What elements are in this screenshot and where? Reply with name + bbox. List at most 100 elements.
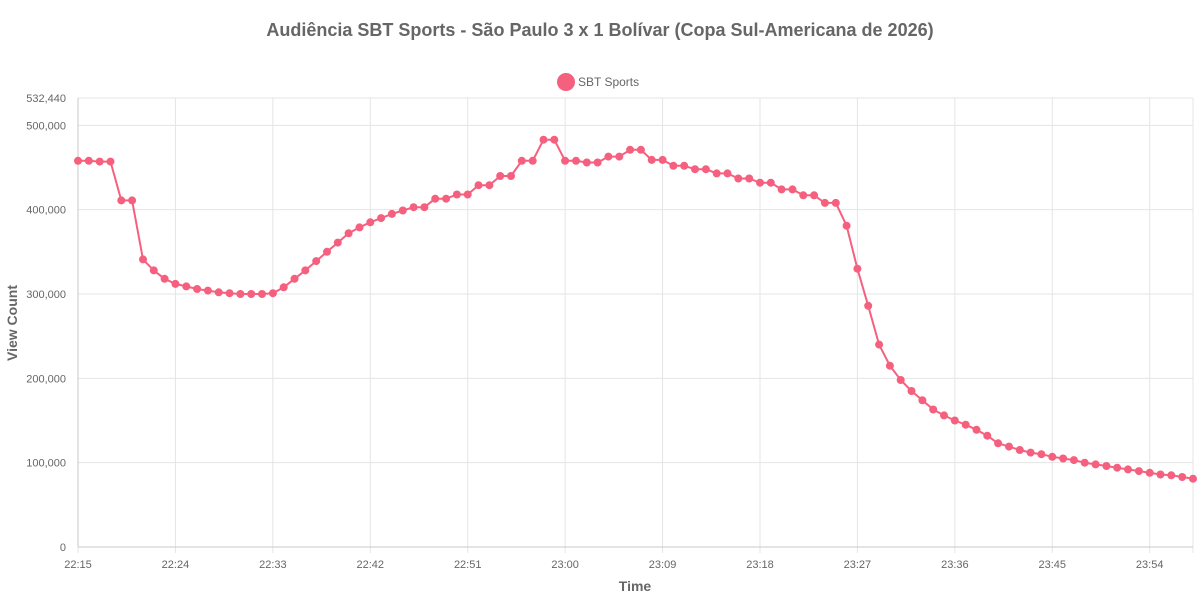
data-point[interactable] [74,156,82,165]
data-point[interactable] [377,214,386,223]
data-point[interactable] [842,221,851,230]
data-point[interactable] [820,198,829,207]
data-point[interactable] [463,190,472,199]
data-point[interactable] [810,191,819,200]
data-point[interactable] [268,289,277,298]
data-point[interactable] [593,158,602,167]
data-point[interactable] [387,209,396,218]
legend[interactable]: SBT Sports [557,73,639,91]
data-point[interactable] [1080,458,1089,467]
data-point[interactable] [355,223,364,232]
data-point[interactable] [712,169,721,178]
data-point[interactable] [582,158,591,167]
data-point[interactable] [691,165,699,174]
data-point[interactable] [929,405,938,414]
data-point[interactable] [496,172,505,180]
data-point[interactable] [106,157,115,166]
data-point[interactable] [442,194,451,203]
data-point[interactable] [247,290,256,298]
data-point[interactable] [1091,460,1100,469]
data-point[interactable] [474,181,483,190]
data-point[interactable] [128,196,137,205]
data-point[interactable] [950,416,959,425]
data-point[interactable] [658,155,667,164]
data-point[interactable] [604,152,613,161]
data-point[interactable] [994,439,1003,448]
data-point[interactable] [214,288,223,297]
data-point[interactable] [182,282,191,291]
data-point[interactable] [171,279,180,288]
data-point[interactable] [1037,450,1046,459]
data-point[interactable] [290,274,299,283]
data-point[interactable] [420,203,429,212]
data-point[interactable] [896,376,905,384]
data-point[interactable] [885,361,894,370]
data-point[interactable] [615,152,624,161]
data-point[interactable] [940,411,948,420]
data-point[interactable] [1124,465,1132,474]
data-point[interactable] [1102,462,1111,470]
data-point[interactable] [1145,468,1154,477]
data-point[interactable] [409,203,418,212]
data-point[interactable] [117,196,126,205]
data-point[interactable] [225,289,234,298]
data-point[interactable] [831,198,840,207]
data-point[interactable] [647,155,656,164]
data-point[interactable] [301,266,310,275]
data-point[interactable] [507,172,515,180]
data-point[interactable] [528,156,537,165]
data-point[interactable] [398,206,407,215]
data-point[interactable] [680,161,689,170]
data-point[interactable] [431,194,440,203]
data-point[interactable] [734,174,743,183]
data-point[interactable] [312,257,321,266]
data-point[interactable] [853,264,862,273]
data-point[interactable] [160,274,169,283]
data-point[interactable] [636,145,645,154]
data-point[interactable] [485,181,494,190]
data-point[interactable] [95,157,104,166]
data-point[interactable] [561,156,570,165]
data-point[interactable] [972,425,981,434]
data-point[interactable] [766,178,775,187]
data-point[interactable] [84,156,93,165]
data-point[interactable] [701,165,710,174]
data-point[interactable] [1134,467,1143,476]
data-point[interactable] [236,290,245,298]
data-point[interactable] [918,396,927,405]
data-point[interactable] [1069,456,1078,465]
data-point[interactable] [669,161,678,170]
data-point[interactable] [745,174,754,183]
data-point[interactable] [193,285,202,293]
data-point[interactable] [149,266,158,275]
data-point[interactable] [1178,473,1187,481]
data-point[interactable] [344,229,353,238]
data-point[interactable] [550,135,559,144]
data-point[interactable] [366,218,375,227]
data-point[interactable] [1167,471,1176,480]
data-point[interactable] [777,185,786,194]
data-point[interactable] [907,387,916,395]
data-point[interactable] [626,145,635,154]
data-point[interactable] [203,286,212,295]
data-point[interactable] [333,238,342,247]
data-point[interactable] [1059,454,1068,463]
data-point[interactable] [788,185,797,194]
data-point[interactable] [572,156,580,165]
data-point[interactable] [799,191,808,200]
data-point[interactable] [517,156,526,165]
data-point[interactable] [452,190,461,199]
data-point[interactable] [983,431,992,440]
data-point[interactable] [1113,463,1122,472]
data-point[interactable] [1026,448,1035,457]
data-point[interactable] [139,255,147,264]
data-point[interactable] [279,283,288,292]
data-point[interactable] [323,247,331,256]
data-point[interactable] [1156,470,1165,479]
data-point[interactable] [961,420,970,429]
data-point[interactable] [875,340,884,349]
data-point[interactable] [1048,452,1057,461]
data-point[interactable] [756,178,764,187]
data-point[interactable] [864,301,873,310]
data-point[interactable] [539,135,548,144]
